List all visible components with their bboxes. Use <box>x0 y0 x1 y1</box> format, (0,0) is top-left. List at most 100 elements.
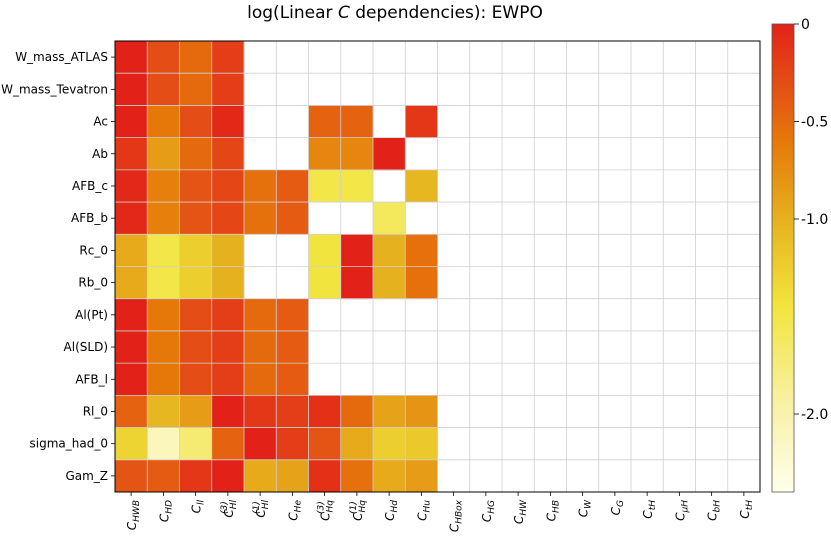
y-tick-label: Rc_0 <box>79 243 108 257</box>
heatmap-cell <box>244 427 277 461</box>
heatmap-cell <box>179 395 213 428</box>
heatmap-cell <box>405 234 438 267</box>
x-tick-label: CHW <box>512 499 529 524</box>
colorbar-tick-label: -2.0 <box>801 407 828 423</box>
heatmap-cell <box>115 202 148 235</box>
x-label-base: C <box>415 512 429 521</box>
x-tick-label-text: CHG <box>480 500 497 522</box>
x-tick-label-text: CW <box>577 499 594 517</box>
x-tick-label-text: CHD <box>157 500 174 522</box>
x-label-subscript: tH <box>745 500 755 511</box>
heatmap-cell <box>244 330 277 364</box>
heatmap-cell <box>244 298 277 332</box>
heatmap-cell <box>147 330 180 364</box>
heatmap-cell <box>179 73 213 106</box>
plot-frame <box>114 40 761 493</box>
x-label-subscript: HD <box>164 500 174 514</box>
heatmap-cell <box>340 137 374 171</box>
x-label-base: C <box>738 510 752 519</box>
heatmap-cell <box>340 169 374 203</box>
heatmap-cell <box>147 202 180 235</box>
x-label-base: C <box>222 509 236 518</box>
heatmap-cell <box>276 202 309 235</box>
x-label-base: C <box>351 512 365 521</box>
x-tick-label-text: CHW <box>512 499 529 524</box>
x-tick-label: CbH <box>706 500 723 521</box>
heatmap-cell <box>211 202 245 235</box>
heatmap-cell <box>147 234 180 267</box>
x-label-superscript: (1) <box>349 501 359 514</box>
heatmap-cell <box>340 459 374 493</box>
x-label-subscript: tH <box>648 500 658 511</box>
x-tick-label: CHD <box>157 500 174 522</box>
heatmap-cell <box>308 169 342 203</box>
x-label-subscript: HBox <box>455 499 465 523</box>
x-tick-label-text: CtH <box>738 500 755 519</box>
heatmap-cell <box>308 137 342 171</box>
heatmap-cell <box>115 298 148 332</box>
heatmap-cell <box>373 234 406 267</box>
chart-title: log(Linear C dependencies): EWPO <box>247 3 543 23</box>
x-label-base: C <box>706 512 720 521</box>
heatmap-cell <box>211 298 245 332</box>
x-tick-label-text: CHB <box>544 500 561 521</box>
heatmap-cell <box>147 363 180 396</box>
y-tick-label: Rl_0 <box>83 404 108 418</box>
heatmap-cell <box>211 73 245 106</box>
x-tick-label: CtH <box>641 500 658 519</box>
heatmap-cell <box>373 459 406 493</box>
x-label-base: C <box>673 512 687 521</box>
x-label-base: C <box>609 506 623 515</box>
heatmap-cell <box>373 266 406 300</box>
x-label-base: C <box>254 509 268 518</box>
heatmap-cell <box>211 427 245 461</box>
heatmap-cells <box>115 41 438 493</box>
heatmap-cell <box>147 73 180 106</box>
x-label-subscript: μH <box>680 500 690 514</box>
x-tick-label-text: CtH <box>641 500 658 519</box>
heatmap-cell <box>179 266 213 300</box>
x-label-subscript: Hq <box>326 500 336 513</box>
heatmap-cell <box>276 427 309 461</box>
heatmap-cell <box>276 363 309 396</box>
grid-lines <box>115 41 760 492</box>
heatmap-cell <box>147 395 180 428</box>
heatmap-cell <box>115 363 148 396</box>
x-label-subscript: Hl <box>229 500 239 510</box>
heatmap-cell <box>147 266 180 300</box>
x-tick-label-text: CHd <box>383 500 400 521</box>
x-tick-label: CHWB <box>125 500 142 530</box>
y-tick-label: AFB_b <box>71 211 108 225</box>
x-label-base: C <box>512 515 526 524</box>
heatmap-cell <box>147 169 180 203</box>
x-label-superscript: (3) <box>317 501 327 514</box>
colorbar-tick-label: -1.0 <box>801 212 828 228</box>
x-label-base: C <box>544 512 558 521</box>
heatmap-cell <box>211 41 245 74</box>
x-label-subscript: W <box>584 499 594 509</box>
y-tick-label: Ac <box>93 115 108 129</box>
x-label-subscript: HWB <box>132 500 142 522</box>
x-tick-label-text: CHq(3) <box>317 500 336 521</box>
y-tick-label: Ab <box>92 147 108 161</box>
heatmap-cell <box>308 266 342 300</box>
heatmap-cell <box>308 459 342 493</box>
heatmap-cell <box>340 266 374 300</box>
x-label-base: C <box>125 521 139 530</box>
x-tick-label-text: CbH <box>706 500 723 521</box>
y-tick-label: AFB_c <box>72 179 108 193</box>
heatmap-cell <box>308 234 342 267</box>
heatmap-cell <box>147 298 180 332</box>
heatmap-cell <box>179 169 213 203</box>
heatmap-cell <box>179 330 213 364</box>
x-label-base: C <box>157 513 171 522</box>
y-tick-label: Al(SLD) <box>64 340 108 354</box>
x-label-subscript: HG <box>487 500 497 514</box>
heatmap-cell <box>211 363 245 396</box>
x-tick-label: CHe <box>286 500 303 521</box>
x-tick-label: CHG <box>480 500 497 522</box>
chart-title-suffix: dependencies): EWPO <box>350 3 543 23</box>
x-tick-label-text: CHWB <box>125 500 142 530</box>
x-label-subscript: He <box>293 500 303 513</box>
